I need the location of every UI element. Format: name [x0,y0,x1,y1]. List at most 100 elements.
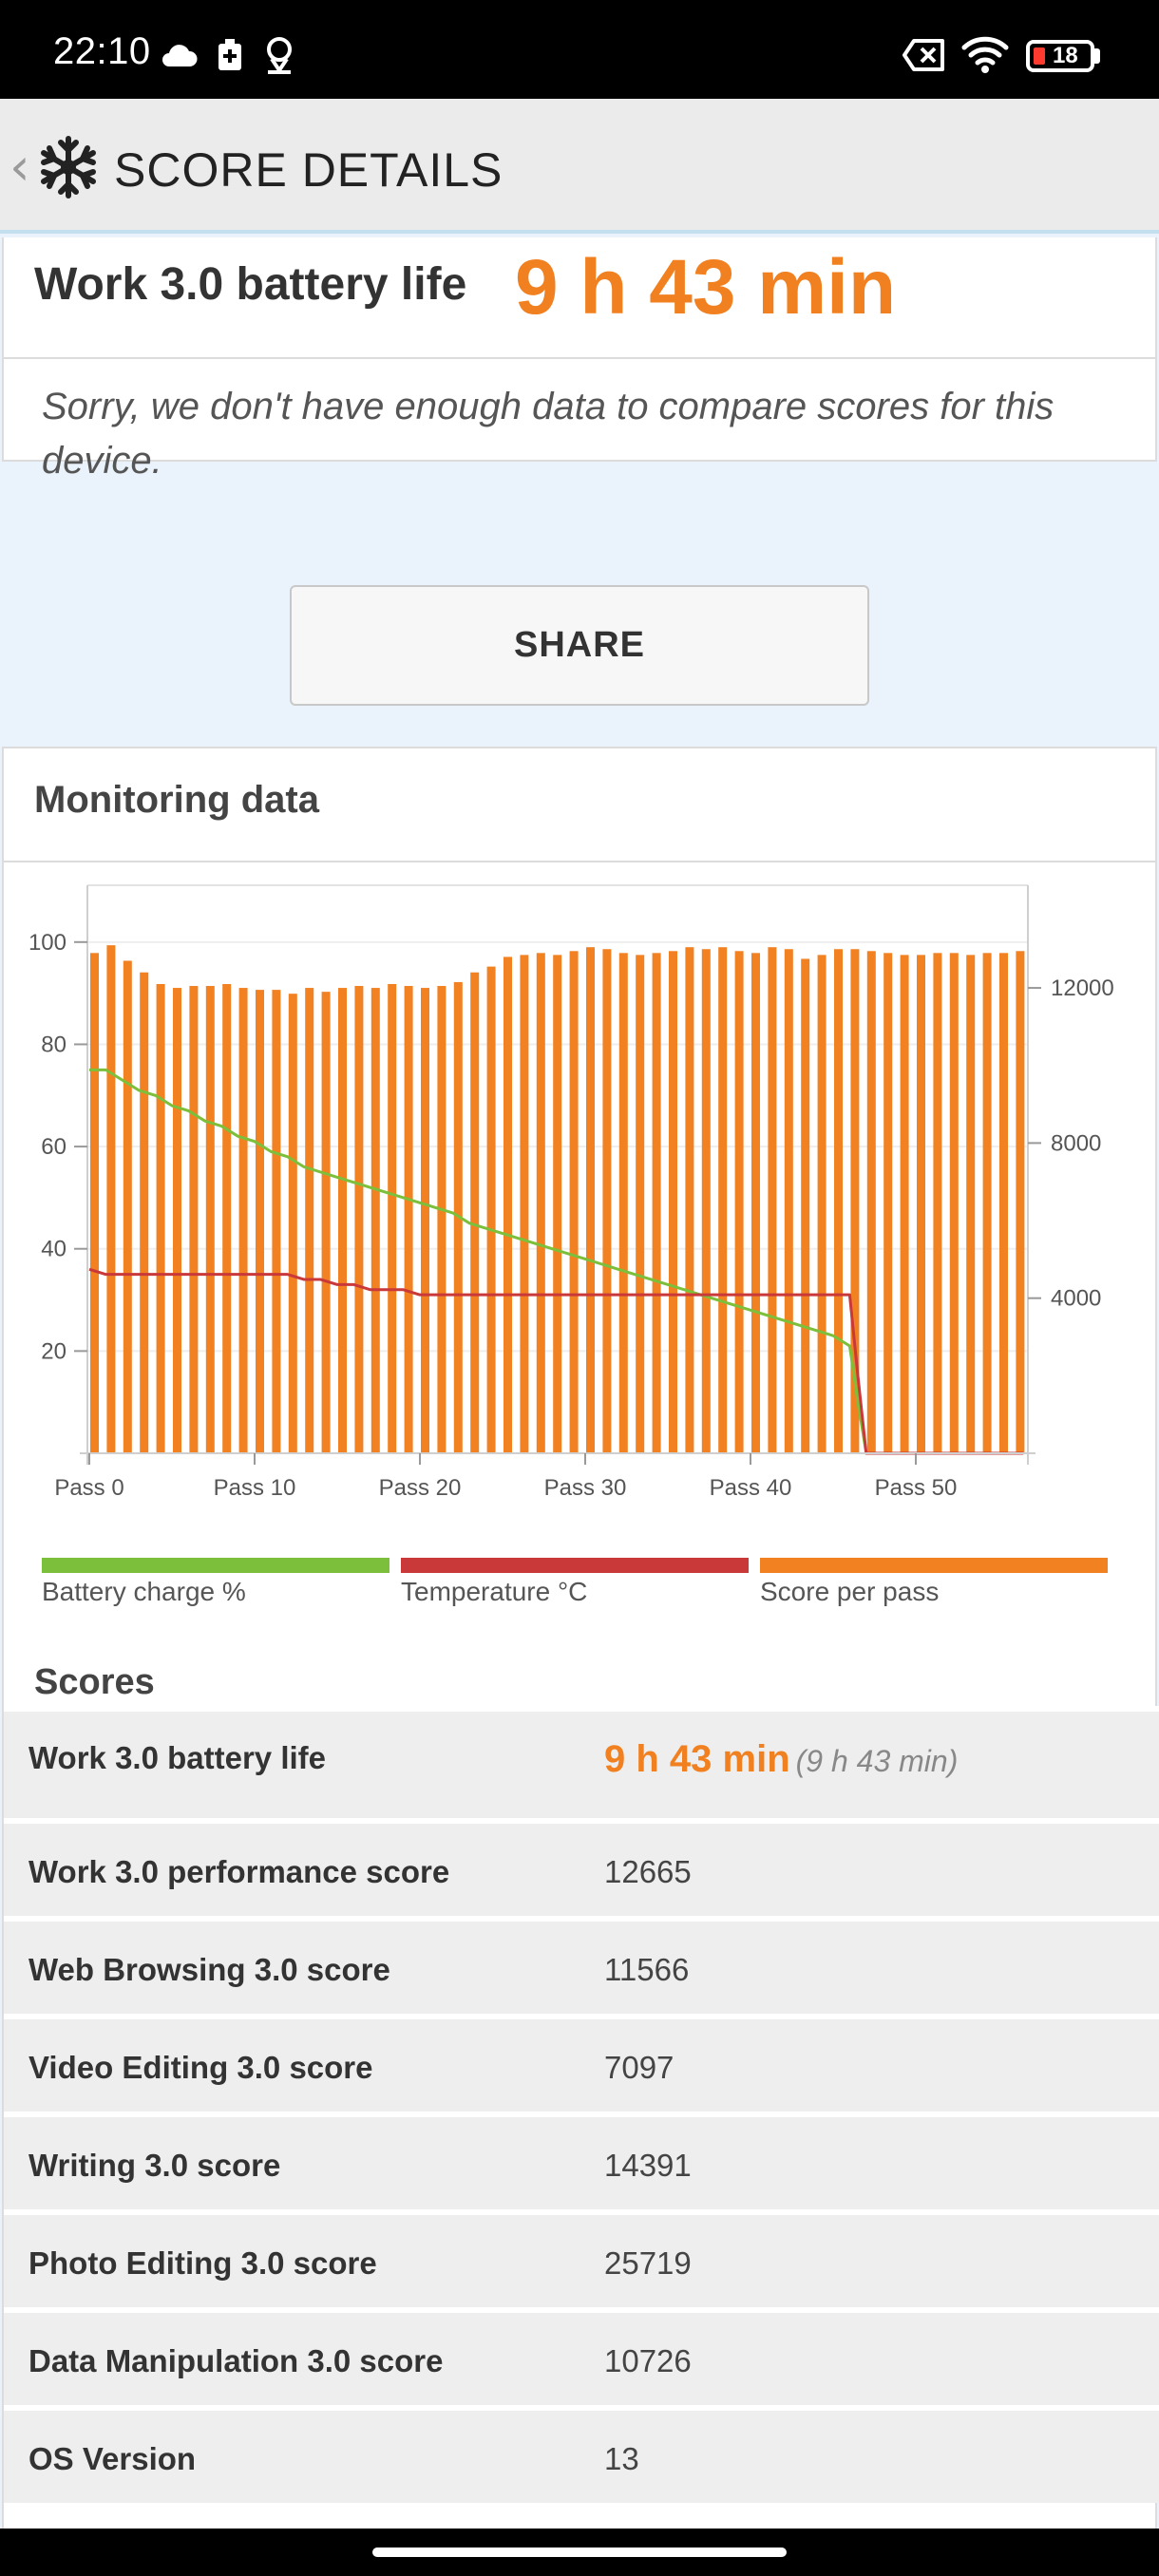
score-bar [966,955,976,1453]
table-row: Data Manipulation 3.0 score 10726 [4,2307,1159,2405]
legend-score: Score per pass [760,1558,1108,1607]
x-tick-label: Pass 40 [710,1475,792,1501]
row-sub-value: (9 h 43 min) [795,1744,959,1778]
score-bar [784,949,793,1453]
score-bar [123,960,132,1453]
table-row: Video Editing 3.0 score 7097 [4,2014,1159,2112]
score-bar [669,951,677,1453]
score-bar [106,945,116,1453]
divider [4,861,1155,862]
score-bar [768,947,777,1453]
app-header: ‹ SCORE DETAILS [0,99,1159,234]
monitoring-chart: 20 40 60 80 100 4000 8000 12000 Pass 0 Pass 10 Pas… [28,884,1114,1501]
y-right-tick-label: 12000 [1051,975,1114,1001]
score-bar [388,983,397,1453]
y-left-tick-label: 80 [41,1032,66,1057]
row-value: 12665 [604,1854,692,1889]
scores-title: Scores [34,1662,155,1702]
table-row: Writing 3.0 score 14391 [4,2112,1159,2209]
score-bar [486,966,496,1453]
temperature-line [88,1267,1024,1455]
y-right-tick-label: 8000 [1051,1130,1101,1156]
row-label: Web Browsing 3.0 score [28,1952,390,1987]
score-bar [553,955,562,1453]
x-tick-label: Pass 20 [379,1475,462,1501]
x-tick-label: Pass 30 [544,1475,627,1501]
score-bar [734,951,744,1453]
row-value: 13 [604,2441,639,2476]
row-label: Video Editing 3.0 score [28,2050,373,2085]
score-bar [999,953,1008,1453]
row-label: Writing 3.0 score [28,2148,281,2183]
score-bar [866,951,876,1453]
score-bar [933,953,942,1453]
score-bar [701,949,711,1453]
score-bar [520,955,529,1453]
scores-table: Work 3.0 battery life 9 h 43 min (9 h 43 … [4,1706,1159,2503]
row-value: 14391 [604,2148,692,2183]
score-bar [751,953,760,1453]
wifi-icon [961,36,1009,73]
share-button[interactable]: SHARE [290,585,869,706]
score-bar [470,972,480,1453]
score-bar [238,988,248,1453]
battery-saver-icon [218,39,241,70]
y-left-tick-label: 100 [28,930,66,956]
score-bar [834,949,843,1453]
score-bar [222,983,232,1453]
score-bar [404,986,413,1453]
back-chevron-icon[interactable]: ‹ [10,137,30,197]
battery-icon: 18 [1026,40,1094,72]
score-bar [982,953,992,1453]
table-row: Work 3.0 performance score 12665 [4,1818,1159,1916]
score-bar [618,953,628,1453]
score-bar [602,949,612,1453]
table-row: Web Browsing 3.0 score 11566 [4,1916,1159,2014]
divider [4,357,1155,359]
no-sim-icon [902,39,944,71]
score-bar [718,947,728,1453]
legend-temperature-label: Temperature °C [401,1577,588,1606]
row-label: OS Version [28,2441,197,2476]
compare-notice: Sorry, we don't have enough data to comp… [42,386,1054,482]
score-bar [636,955,645,1453]
row-label: Photo Editing 3.0 score [28,2245,377,2281]
legend-score-label: Score per pass [760,1577,940,1606]
table-row: Work 3.0 battery life 9 h 43 min (9 h 43 … [4,1706,1159,1818]
score-bar [173,988,181,1453]
legend-score-swatch [760,1558,1108,1573]
score-bar [949,953,959,1453]
legend-battery-swatch [42,1558,390,1573]
home-gesture-handle[interactable] [372,2548,787,2557]
table-row: OS Version 13 [4,2405,1159,2503]
score-bar [272,990,281,1453]
score-bar [90,953,99,1453]
location-icon [267,37,292,74]
score-bar [801,958,810,1453]
row-label: Data Manipulation 3.0 score [28,2343,444,2378]
page-title: SCORE DETAILS [114,143,504,197]
app-screen: ‹ SCORE DETAILS Work 3.0 battery life 9 … [0,99,1159,2529]
x-tick-label: Pass 50 [875,1475,958,1501]
snowflake-logo-icon [41,136,96,199]
y-left-tick-label: 60 [41,1134,66,1160]
row-value: 11566 [604,1952,690,1987]
row-label: Work 3.0 performance score [28,1854,450,1889]
battery-life-value: 9 h 43 min [515,244,897,331]
score-bar [504,957,512,1453]
table-row: Photo Editing 3.0 score 25719 [4,2209,1159,2307]
score-bar [884,953,893,1453]
score-bar [338,988,347,1453]
score-bar [354,986,364,1453]
score-bar [685,947,694,1453]
monitoring-title: Monitoring data [34,779,319,821]
legend-battery-label: Battery charge % [42,1577,246,1606]
row-value: 25719 [604,2245,692,2281]
score-summary-card: Work 3.0 battery life 9 h 43 min Sorry, … [2,237,1157,482]
cloud-icon [162,45,198,66]
score-bar [140,972,149,1453]
score-bar [536,953,545,1453]
status-time: 22:10 [53,30,151,72]
score-bar [850,949,860,1453]
navigation-bar [0,2529,1159,2576]
